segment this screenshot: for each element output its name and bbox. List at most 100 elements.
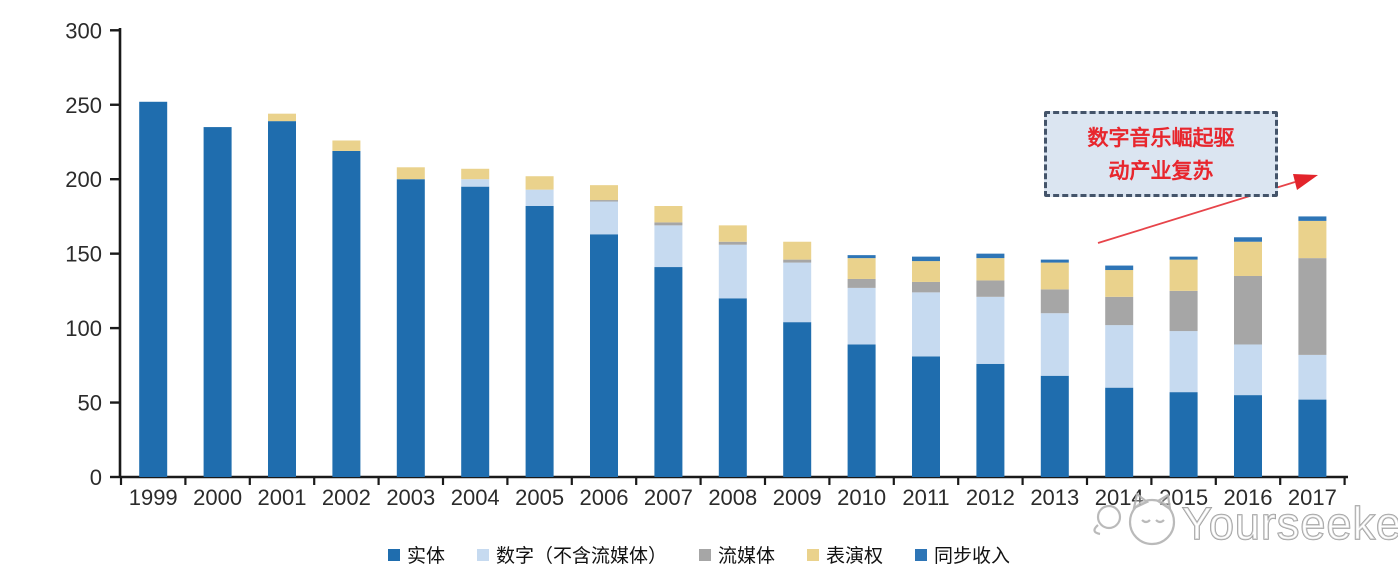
x-tick-label: 2014 bbox=[1095, 485, 1144, 510]
legend-label: 表演权 bbox=[826, 546, 884, 567]
x-tick-label: 2000 bbox=[193, 485, 242, 510]
bar-segment-2013 bbox=[1040, 375, 1069, 477]
legend-item: 数字（不含流媒体） bbox=[476, 541, 667, 568]
bar-segment-2014 bbox=[1105, 296, 1134, 326]
legend-swatch-icon bbox=[387, 548, 400, 561]
bar-segment-2004 bbox=[461, 168, 490, 180]
bar-segment-2009 bbox=[783, 241, 812, 260]
bar-segment-2016 bbox=[1234, 275, 1262, 345]
legend-swatch-icon bbox=[698, 548, 711, 561]
bar-segment-2017 bbox=[1298, 220, 1327, 259]
annotation-callout: 数字音乐崛起驱 动产业复苏 bbox=[1044, 111, 1278, 197]
bar-segment-2008 bbox=[718, 225, 747, 242]
bar-segment-2016 bbox=[1234, 241, 1262, 276]
bar-segment-2003 bbox=[396, 179, 425, 477]
y-tick-label: 100 bbox=[65, 316, 102, 341]
legend-item: 同步收入 bbox=[915, 541, 1010, 568]
bar-segment-2015 bbox=[1169, 290, 1198, 332]
bar-segment-2013 bbox=[1040, 259, 1069, 263]
bar-segment-2000 bbox=[203, 127, 232, 478]
legend-label: 流媒体 bbox=[717, 546, 775, 567]
legend-label: 同步收入 bbox=[934, 546, 1011, 567]
bar-segment-2004 bbox=[461, 186, 490, 477]
bar-segment-2017 bbox=[1298, 399, 1327, 477]
annotation-text-line1: 数字音乐崛起驱 bbox=[1087, 127, 1235, 150]
bar-segment-2012 bbox=[976, 280, 1005, 297]
bar-segment-2017 bbox=[1298, 216, 1327, 221]
annotation-text-line2: 动产业复苏 bbox=[1108, 160, 1214, 183]
legend-item: 流媒体 bbox=[698, 541, 775, 568]
bar-segment-2013 bbox=[1040, 289, 1069, 314]
bar-segment-2014 bbox=[1105, 325, 1134, 388]
bar-segment-2011 bbox=[912, 256, 940, 262]
x-tick-label: 2016 bbox=[1224, 485, 1273, 510]
bar-segment-2006 bbox=[590, 234, 618, 477]
bar-segment-2008 bbox=[718, 298, 747, 477]
bar-segment-2014 bbox=[1105, 270, 1134, 297]
y-tick-label: 0 bbox=[90, 465, 102, 490]
y-tick-label: 150 bbox=[65, 242, 102, 267]
bar-segment-2016 bbox=[1234, 237, 1262, 242]
legend-swatch-icon bbox=[915, 548, 928, 561]
bar-segment-2003 bbox=[396, 167, 425, 180]
bar-segment-2017 bbox=[1298, 354, 1327, 400]
bar-segment-2016 bbox=[1234, 344, 1262, 396]
bar-segment-2012 bbox=[976, 363, 1005, 477]
legend-label: 实体 bbox=[406, 546, 445, 567]
bar-segment-2011 bbox=[912, 281, 940, 293]
bar-segment-2010 bbox=[847, 344, 876, 477]
y-tick-label: 200 bbox=[65, 167, 102, 192]
legend-swatch-icon bbox=[476, 548, 489, 561]
bar-segment-2010 bbox=[847, 258, 876, 279]
x-tick-label: 2002 bbox=[322, 485, 371, 510]
x-tick-label: 2012 bbox=[966, 485, 1015, 510]
bar-segment-2006 bbox=[590, 201, 618, 235]
bar-segment-2014 bbox=[1105, 265, 1134, 271]
bar-segment-2008 bbox=[718, 241, 747, 245]
bar-segment-2013 bbox=[1040, 262, 1069, 290]
bar-segment-2005 bbox=[525, 189, 554, 207]
bar-segment-2002 bbox=[332, 140, 361, 151]
bar-segment-2017 bbox=[1298, 258, 1327, 355]
x-tick-label: 2017 bbox=[1288, 485, 1337, 510]
bar-segment-2015 bbox=[1169, 259, 1198, 291]
bar-segment-2007 bbox=[654, 222, 683, 226]
bar-segment-2015 bbox=[1169, 392, 1198, 477]
y-tick-label: 300 bbox=[65, 18, 102, 43]
bar-segment-2015 bbox=[1169, 331, 1198, 393]
legend-item: 表演权 bbox=[807, 541, 883, 568]
x-tick-label: 2015 bbox=[1159, 485, 1208, 510]
bar-segment-2007 bbox=[654, 225, 683, 268]
x-tick-label: 2001 bbox=[258, 485, 307, 510]
x-tick-label: 2006 bbox=[580, 485, 629, 510]
x-tick-label: 2009 bbox=[773, 485, 822, 510]
bar-segment-2012 bbox=[976, 258, 1005, 281]
bar-segment-2011 bbox=[912, 356, 940, 477]
x-tick-label: 2010 bbox=[837, 485, 886, 510]
bar-segment-2014 bbox=[1105, 387, 1134, 477]
x-tick-label: 2008 bbox=[708, 485, 757, 510]
bar-segment-2015 bbox=[1169, 256, 1198, 260]
legend-swatch-icon bbox=[807, 548, 819, 561]
bar-segment-2007 bbox=[654, 206, 683, 223]
bar-segment-2011 bbox=[912, 261, 940, 282]
y-tick-label: 50 bbox=[78, 391, 102, 416]
bar-segment-2005 bbox=[525, 176, 554, 190]
annotation-arrow-head bbox=[1293, 174, 1318, 190]
bar-segment-2010 bbox=[847, 278, 876, 288]
bar-segment-2005 bbox=[525, 206, 554, 477]
legend-label: 数字（不含流媒体） bbox=[495, 546, 667, 567]
bar-segment-1999 bbox=[139, 101, 168, 477]
bar-segment-2002 bbox=[332, 150, 361, 477]
bar-segment-2008 bbox=[718, 244, 747, 299]
bar-segment-2010 bbox=[847, 287, 876, 345]
x-tick-label: 2005 bbox=[515, 485, 564, 510]
chart-legend: 实体 数字（不含流媒体） 流媒体 表演权 同步收入 bbox=[0, 541, 1398, 568]
bar-segment-2006 bbox=[590, 200, 618, 202]
bar-segment-2011 bbox=[912, 292, 940, 357]
y-tick-label: 250 bbox=[65, 93, 102, 118]
bar-segment-2006 bbox=[590, 185, 618, 201]
bar-segment-2009 bbox=[783, 259, 812, 263]
